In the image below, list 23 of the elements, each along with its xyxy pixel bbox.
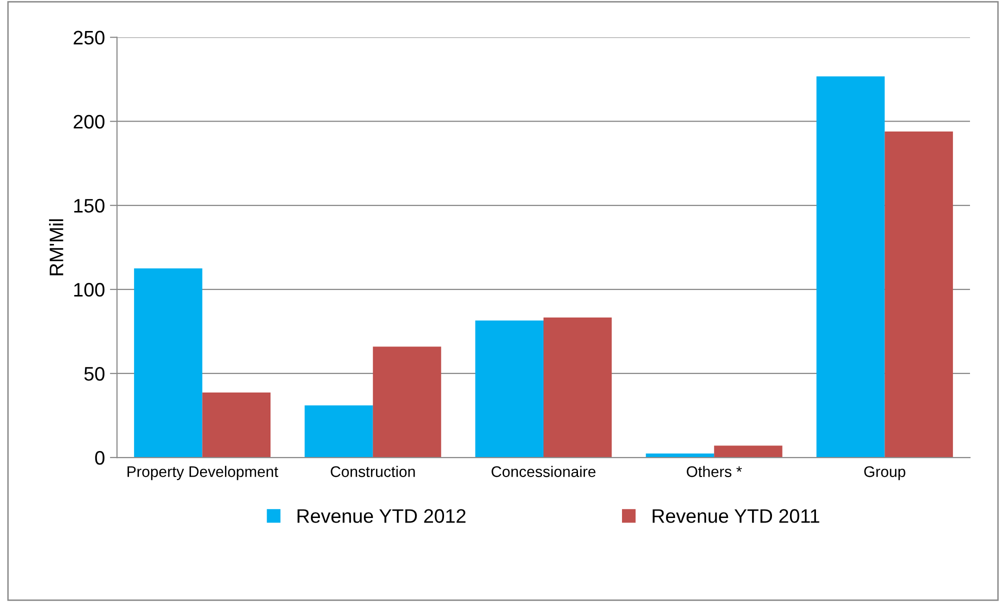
x-tick-label: Group: [864, 466, 906, 480]
bar: [884, 131, 953, 458]
x-tick-label: Concessionaire: [492, 466, 596, 478]
bar: [134, 268, 202, 458]
x-tick-label: Property Development: [128, 466, 278, 480]
bar: [714, 446, 782, 458]
y-tick-label: 100: [74, 282, 104, 297]
y-tick-label: 50: [84, 366, 104, 381]
x-tick-label: Construction: [330, 466, 415, 478]
legend-label: Revenue YTD 2012: [298, 509, 466, 523]
bar: [475, 320, 544, 458]
legend-label: Revenue YTD 2011: [652, 509, 820, 523]
y-tick-label: 200: [74, 114, 104, 129]
y-tick-label: 250: [74, 30, 104, 45]
bar: [304, 405, 373, 458]
y-tick-label: 150: [74, 198, 104, 213]
bar: [816, 76, 885, 458]
x-tick-label: Others *: [686, 466, 742, 478]
y-axis-title: RM'Mil: [49, 219, 64, 276]
y-tick-label: 0: [95, 450, 104, 465]
bar: [372, 346, 442, 458]
bar: [202, 392, 271, 458]
bar: [544, 318, 612, 458]
